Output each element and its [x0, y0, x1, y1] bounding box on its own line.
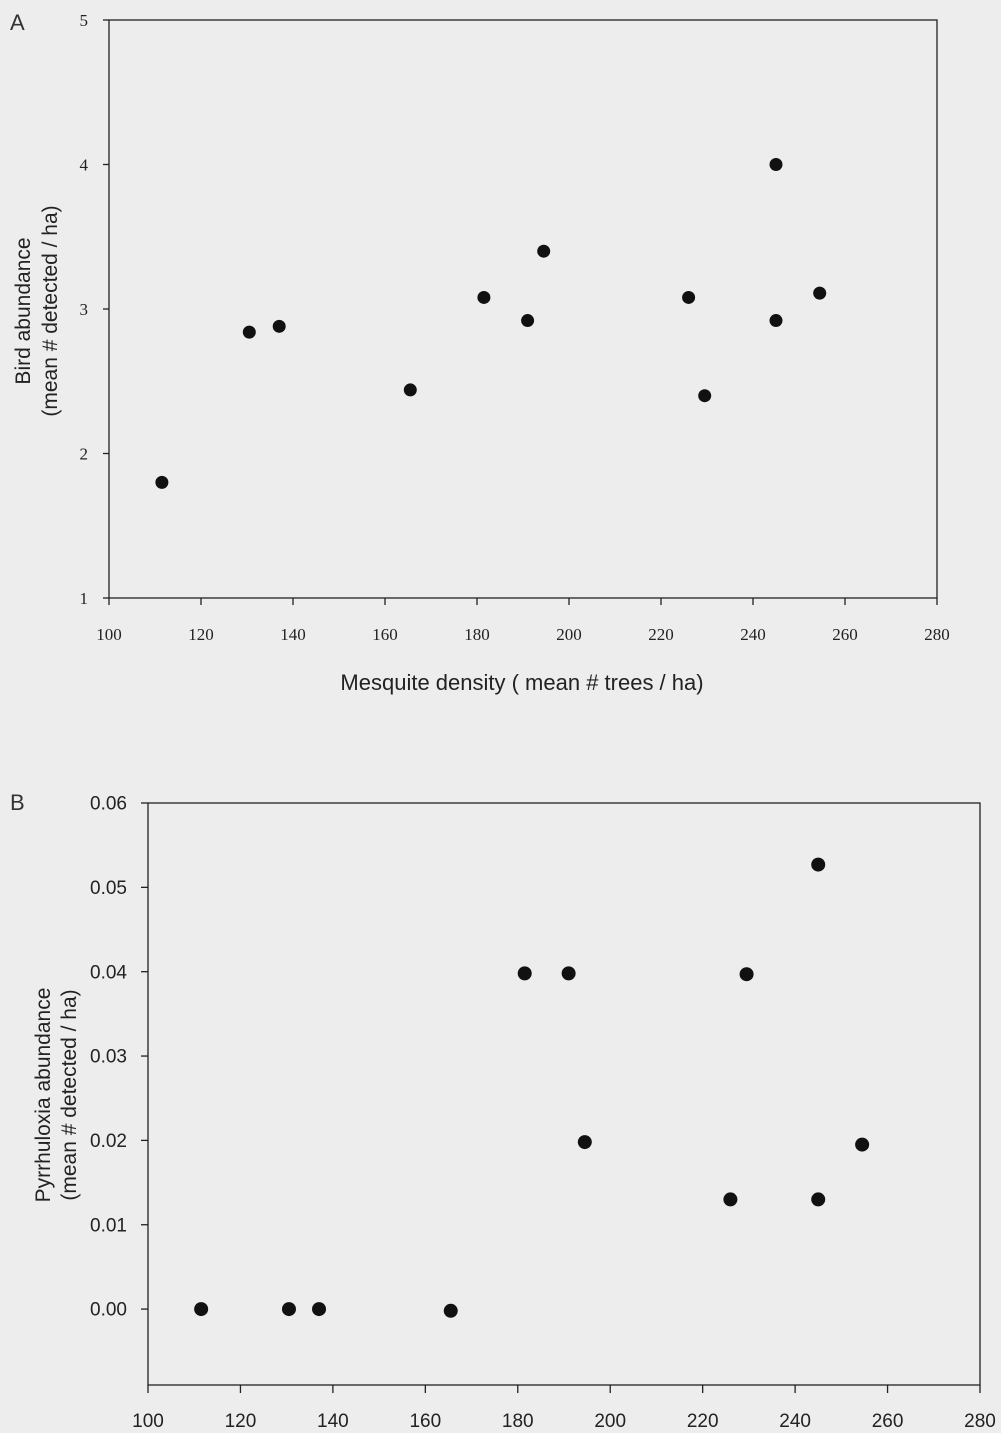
- data-point: [769, 314, 783, 328]
- data-point: [443, 1303, 458, 1318]
- x-tick-label: 140: [280, 625, 306, 644]
- data-point: [561, 966, 576, 981]
- x-tick-label: 200: [556, 625, 582, 644]
- x-tick-label: 160: [372, 625, 398, 644]
- data-point: [242, 325, 256, 339]
- x-tick-label: 200: [594, 1411, 626, 1432]
- x-tick-label: 240: [740, 625, 766, 644]
- panel-a-y-axis: 1 2 3 4 5: [80, 11, 109, 608]
- y-tick-label: 4: [80, 155, 89, 174]
- data-point: [155, 475, 169, 489]
- data-point: [312, 1302, 327, 1317]
- panel-a-x-axis-label: Mesquite density ( mean # trees / ha): [340, 670, 703, 695]
- data-point: [194, 1302, 209, 1317]
- y-tick-label: 0.00: [90, 1300, 127, 1321]
- panel-a-label: A: [10, 10, 25, 35]
- panel-b-label: B: [10, 790, 25, 815]
- y-tick-label: 5: [80, 11, 89, 30]
- panel-a-chart: A 100 120 140 160 180 200 220 240 260 280 1 2 3 4 5 M…: [10, 10, 950, 695]
- panel-b-y-axis-label-line1: Pyrrhuloxia abundance: [32, 988, 55, 1203]
- panel-b-plot-frame: [147, 802, 981, 1386]
- x-tick-label: 280: [924, 625, 950, 644]
- data-point: [811, 1192, 826, 1207]
- data-point: [739, 967, 754, 982]
- panel-a-y-axis-label-line1: Bird abundance: [12, 237, 35, 384]
- x-tick-label: 120: [188, 625, 214, 644]
- data-point: [698, 389, 712, 403]
- x-tick-label: 180: [464, 625, 490, 644]
- y-tick-label: 3: [80, 300, 89, 319]
- panel-b-chart: B 100 120 140 160 180 200 220 240 260 280 0.000.0…: [10, 790, 996, 1432]
- y-tick-label: 1: [80, 589, 89, 608]
- data-point: [813, 286, 827, 300]
- panel-a-y-axis-label-line2: (mean # detected / ha): [39, 205, 62, 416]
- x-tick-label: 220: [648, 625, 674, 644]
- y-tick-label: 0.03: [90, 1047, 127, 1068]
- panel-b-x-axis: 100 120 140 160 180 200 220 240 260 280: [132, 1385, 996, 1432]
- data-point: [281, 1302, 296, 1317]
- y-tick-label: 0.05: [90, 878, 127, 899]
- x-tick-label: 260: [832, 625, 858, 644]
- x-tick-label: 280: [964, 1411, 996, 1432]
- x-tick-label: 100: [96, 625, 122, 644]
- y-tick-label: 0.02: [90, 1131, 127, 1152]
- x-tick-label: 260: [872, 1411, 904, 1432]
- data-point: [723, 1192, 738, 1207]
- y-tick-label: 0.06: [90, 794, 127, 815]
- panel-a-x-axis: 100 120 140 160 180 200 220 240 260 280: [96, 598, 950, 644]
- data-point: [403, 383, 417, 397]
- data-point: [272, 319, 286, 333]
- data-point: [537, 244, 551, 258]
- data-point: [517, 966, 532, 981]
- data-point: [811, 857, 826, 872]
- panel-a-plot-frame: [108, 19, 938, 599]
- y-tick-label: 2: [80, 444, 89, 463]
- x-tick-label: 240: [779, 1411, 811, 1432]
- data-point: [477, 290, 491, 304]
- data-point: [769, 158, 783, 171]
- y-tick-label: 0.01: [90, 1215, 127, 1236]
- x-tick-label: 220: [687, 1411, 719, 1432]
- x-tick-label: 160: [409, 1411, 441, 1432]
- y-tick-label: 0.04: [90, 962, 127, 983]
- panel-b-y-axis-label-line2: (mean # detected / ha): [58, 989, 81, 1200]
- panel-b-points: [194, 857, 870, 1318]
- panel-a-points: [155, 158, 827, 489]
- data-point: [855, 1137, 870, 1152]
- data-point: [682, 290, 696, 304]
- panel-b-y-axis: 0.00 0.01 0.02 0.03 0.04 0.05 0.06: [90, 794, 148, 1321]
- x-tick-label: 180: [502, 1411, 534, 1432]
- x-tick-label: 120: [225, 1411, 257, 1432]
- data-point: [521, 314, 535, 328]
- x-tick-label: 100: [132, 1411, 164, 1432]
- data-point: [577, 1135, 592, 1150]
- x-tick-label: 140: [317, 1411, 349, 1432]
